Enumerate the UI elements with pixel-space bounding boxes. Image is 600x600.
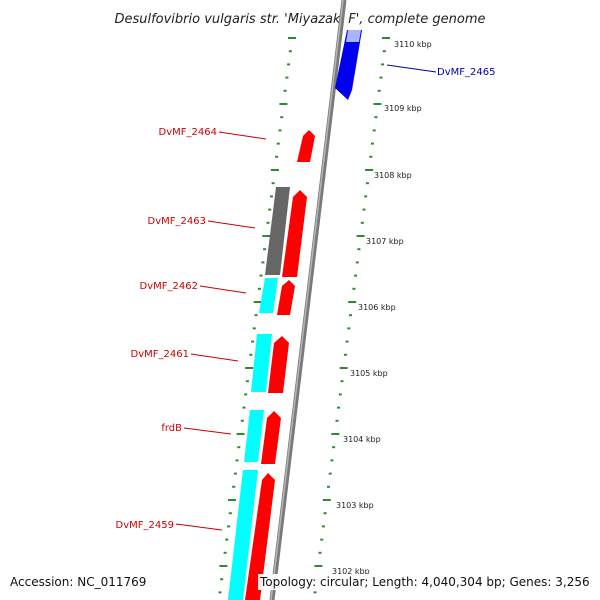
gene-dvmf-2459[interactable]: [245, 473, 275, 600]
gene-label-dvmf-2464[interactable]: DvMF_2464: [159, 127, 217, 138]
leader-line-dvmf-2465: [386, 64, 437, 73]
scale-label-3107: 3107 kbp: [366, 237, 404, 246]
gene-label-dvmf-2463[interactable]: DvMF_2463: [148, 216, 206, 227]
accession-label: Accession: NC_011769: [8, 574, 149, 590]
gene-frdb-cyan[interactable]: [244, 410, 264, 462]
scale-label-3108: 3108 kbp: [374, 171, 412, 180]
gene-label-dvmf-2459[interactable]: DvMF_2459: [116, 520, 174, 531]
gene-dvmf-2459-cyan[interactable]: [228, 470, 258, 600]
gene-labels: DvMF_2465 DvMF_2464 DvMF_2463 DvMF_2462 …: [116, 64, 495, 531]
leader-line-dvmf-2459: [175, 523, 223, 531]
scale-label-3104: 3104 kbp: [343, 435, 381, 444]
gene-dvmf-2463[interactable]: [282, 190, 307, 277]
leader-line-dvmf-2461: [190, 353, 239, 362]
gene-dvmf-2464[interactable]: [297, 130, 315, 162]
tick-marks: [218, 37, 390, 594]
scale-labels: 3110 kbp 3109 kbp 3108 kbp 3107 kbp 3106…: [332, 40, 432, 576]
feature-dvmf-2463-grey[interactable]: [265, 187, 290, 275]
gene-dvmf-2465-shade: [346, 30, 361, 42]
backbone-highlight: [270, 0, 344, 600]
gene-features: [228, 30, 362, 600]
leader-line-dvmf-2464: [218, 131, 267, 140]
gene-dvmf-2462-cyan[interactable]: [259, 278, 278, 313]
scale-label-3109: 3109 kbp: [384, 104, 422, 113]
leader-line-dvmf-2462: [199, 285, 247, 294]
scale-label-3110: 3110 kbp: [394, 40, 432, 49]
gene-dvmf-2465[interactable]: [335, 30, 362, 100]
gene-label-dvmf-2461[interactable]: DvMF_2461: [131, 349, 189, 360]
scale-label-3106: 3106 kbp: [358, 303, 396, 312]
scale-label-3105: 3105 kbp: [350, 369, 388, 378]
gene-dvmf-2461[interactable]: [268, 336, 289, 393]
topology-label: Topology: circular; Length: 4,040,304 bp…: [258, 574, 592, 590]
gene-label-dvmf-2462[interactable]: DvMF_2462: [140, 281, 198, 292]
leader-line-frdb: [183, 427, 232, 435]
gene-label-frdb[interactable]: frdB: [161, 423, 182, 434]
scale-label-3102: 3102 kbp: [332, 567, 370, 576]
backbone: [269, 0, 347, 600]
gene-dvmf-2461-cyan[interactable]: [251, 334, 272, 392]
gene-label-dvmf-2465[interactable]: DvMF_2465: [437, 67, 495, 78]
map-title: Desulfovibrio vulgaris str. 'Miyazaki F'…: [114, 12, 485, 27]
gene-dvmf-2462[interactable]: [277, 280, 295, 315]
leader-line-dvmf-2463: [207, 220, 256, 229]
scale-label-3103: 3103 kbp: [336, 501, 374, 510]
gene-frdb[interactable]: [261, 411, 281, 464]
